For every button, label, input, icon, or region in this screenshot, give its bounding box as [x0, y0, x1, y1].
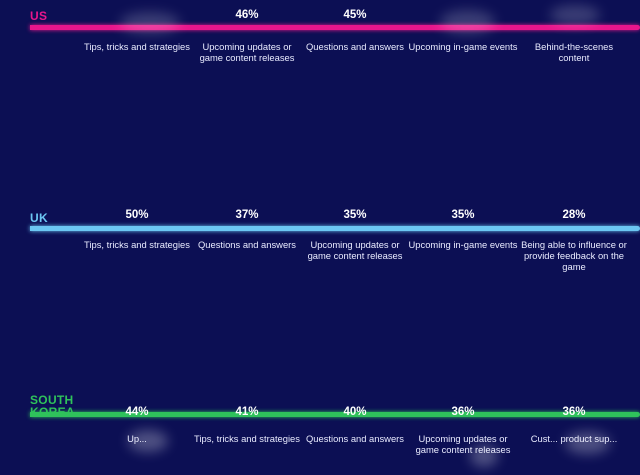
category-label: Upcoming updates or game content release…	[415, 433, 511, 456]
category-label: Upcoming updates or game content release…	[307, 239, 403, 262]
country-section-2: SOUTH KOREA44%Up...41%Tips, tricks and s…	[0, 393, 640, 473]
percentage-label: 41%	[235, 406, 259, 418]
category-label: Tips, tricks and strategies	[194, 433, 300, 444]
percentage-label: 46%	[235, 9, 259, 21]
blurred-region	[470, 445, 498, 467]
country-section-1: UK 50% Tips, tricks and strategies 37% Quest…	[0, 203, 640, 283]
blurred-region	[550, 5, 600, 25]
country-bar	[30, 25, 640, 30]
category-label: Cust... product sup...	[530, 433, 618, 444]
category-label: Questions and answers	[306, 433, 404, 444]
category-label: Tips, tricks and strategies	[84, 239, 190, 250]
percentage-label: 36%	[451, 406, 475, 418]
country-bar	[30, 412, 640, 417]
percentage-label: 50%	[125, 209, 149, 221]
country-label: UK	[30, 211, 48, 225]
percentage-label: 28%	[562, 209, 586, 221]
category-label: Being able to influence or provide feedb…	[521, 239, 627, 273]
country-bar	[30, 226, 640, 231]
category-label: Tips, tricks and strategies	[84, 41, 190, 52]
blurred-region	[440, 10, 495, 34]
percentage-label: 36%	[562, 406, 586, 418]
blurred-region	[565, 432, 610, 454]
percentage-label: 44%	[125, 406, 149, 418]
blurred-region	[120, 12, 180, 34]
category-label: Up...	[82, 433, 192, 444]
category-label: Upcoming updates or game content release…	[199, 41, 295, 64]
percentage-label: 40%	[343, 406, 367, 418]
category-label: Behind-the-scenes content	[534, 41, 614, 64]
percentage-label: 35%	[343, 209, 367, 221]
percentage-label: 35%	[451, 209, 475, 221]
category-label: Questions and answers	[306, 41, 404, 52]
blurred-region	[128, 430, 168, 452]
percentage-label: 37%	[235, 209, 259, 221]
category-label: Upcoming in-game events	[408, 239, 518, 250]
country-label: US	[30, 9, 48, 23]
category-label: Upcoming in-game events	[408, 41, 518, 52]
percentage-label: 45%	[343, 9, 367, 21]
country-section-0: US Tips, tricks and strategies 46% Upcoming…	[0, 0, 640, 80]
category-label: Questions and answers	[198, 239, 296, 250]
